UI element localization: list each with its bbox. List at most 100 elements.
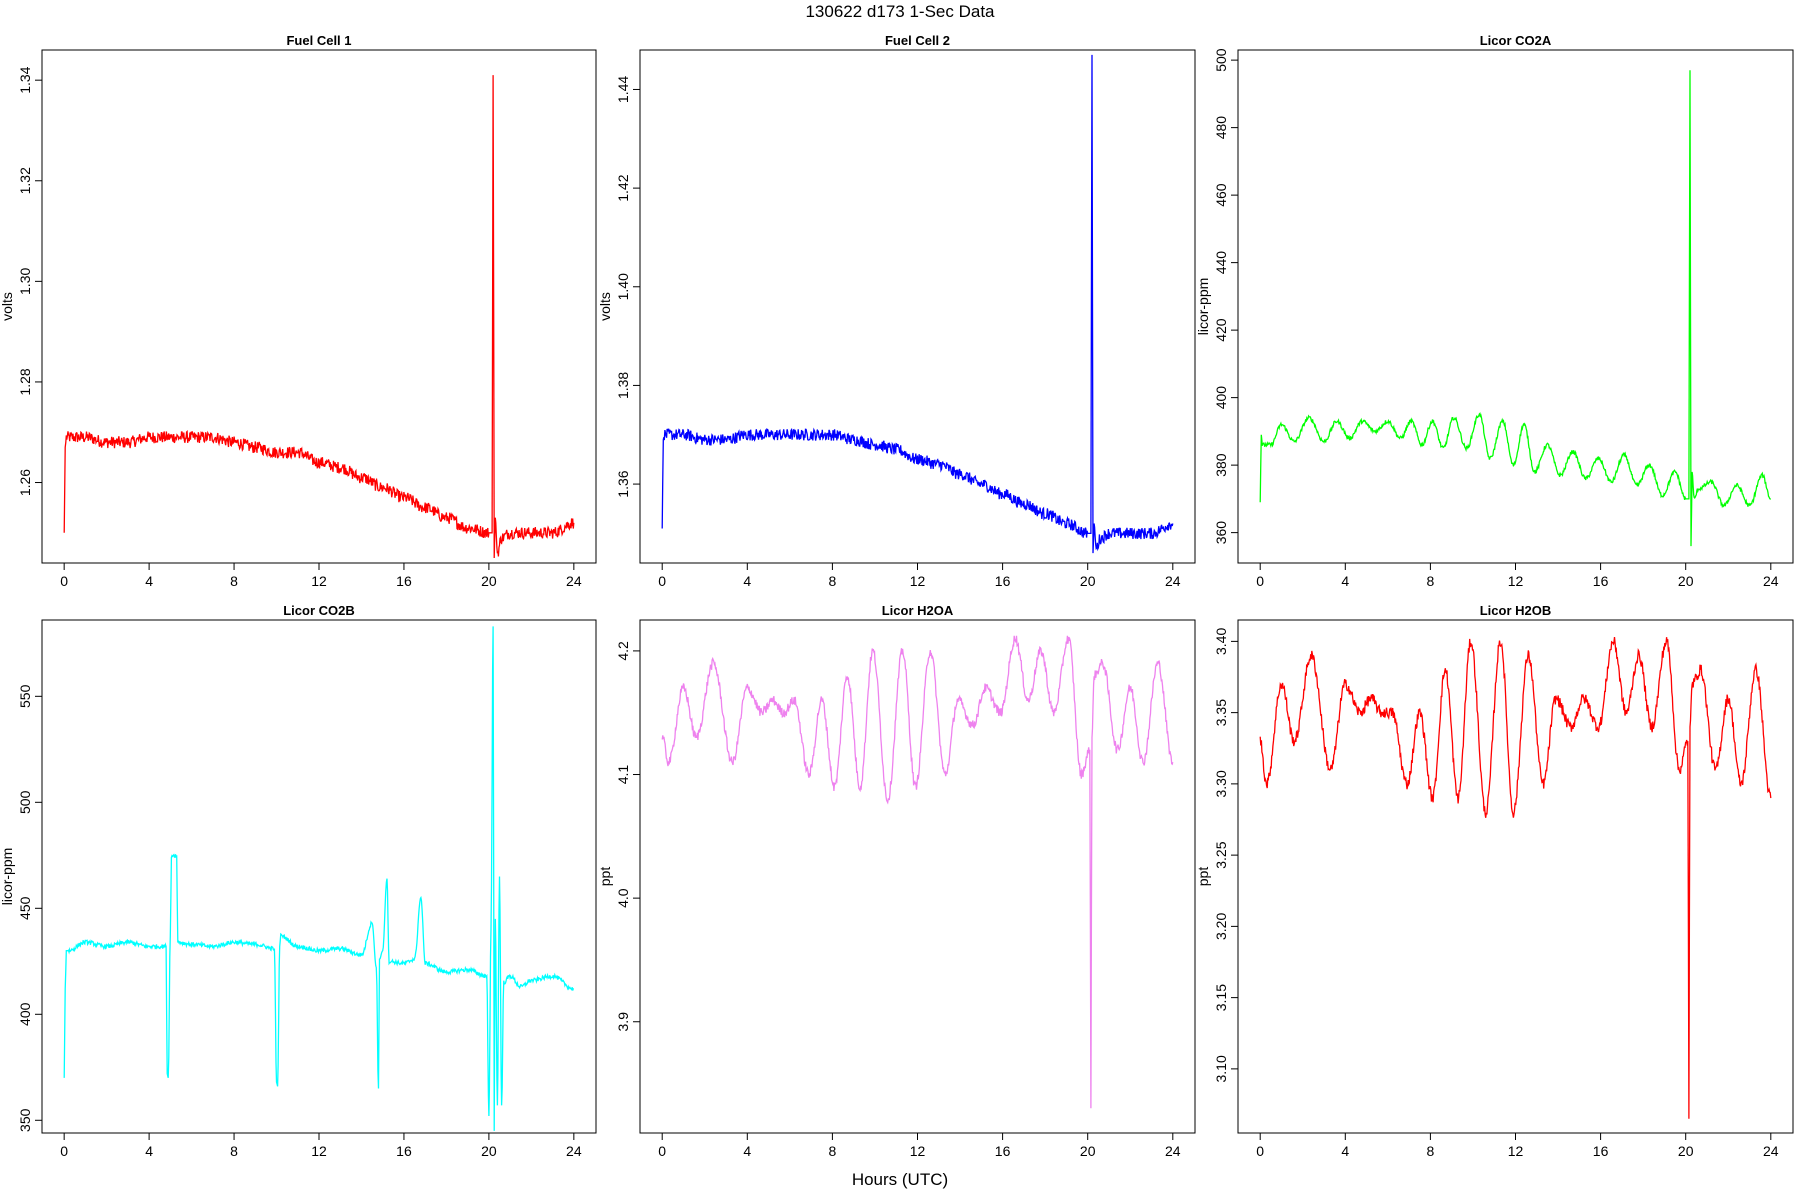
y-tick-label: 440 (1213, 251, 1229, 275)
x-tick-label: 24 (1165, 1143, 1181, 1159)
y-axis-label: ppt (597, 867, 613, 887)
y-tick-label: 400 (17, 1002, 33, 1026)
y-tick-label: 450 (17, 896, 33, 920)
x-tick-label: 16 (995, 1143, 1011, 1159)
plot-frame (1237, 619, 1794, 1134)
y-axis-label: ppt (1195, 867, 1211, 887)
series-line (1259, 637, 1772, 1119)
plot-frame (41, 619, 597, 1134)
common-x-axis-label: Hours (UTC) (851, 1170, 949, 1189)
y-tick-label: 3.35 (1213, 699, 1229, 726)
x-tick-label: 12 (910, 573, 926, 589)
y-tick-label: 400 (1213, 386, 1229, 410)
series-line (661, 635, 1174, 1109)
panel-title: Fuel Cell 2 (885, 33, 950, 48)
x-tick-label: 12 (910, 1143, 926, 1159)
series-line (661, 54, 1174, 554)
y-tick-label: 3.30 (1213, 770, 1229, 797)
series-line (63, 75, 575, 559)
y-tick-label: 500 (1213, 48, 1229, 72)
y-tick-label: 4.2 (615, 641, 631, 661)
panel-2: Fuel Cell 2 volts 0 4 8 12 16 20 24 1.36 1.38 1.40 1… (597, 33, 1196, 589)
y-tick-label: 1.34 (17, 66, 33, 93)
x-tick-label: 12 (1508, 1143, 1524, 1159)
x-tick-label: 4 (145, 1143, 153, 1159)
x-tick-label: 8 (230, 573, 238, 589)
y-tick-label: 1.42 (615, 174, 631, 201)
y-tick-label: 3.25 (1213, 841, 1229, 868)
y-tick-label: 3.20 (1213, 913, 1229, 940)
panel-5: Licor H2OA ppt 0 4 8 12 16 20 24 3.9 4.0 4.1 4.2 (597, 603, 1196, 1159)
y-axis-label: volts (0, 292, 15, 321)
x-tick-label: 16 (1593, 1143, 1609, 1159)
x-tick-label: 0 (60, 1143, 68, 1159)
y-tick-label: 1.28 (17, 368, 33, 395)
panel-title: Licor H2OA (882, 603, 954, 618)
panel-title: Licor CO2B (283, 603, 355, 618)
series-line (1259, 70, 1771, 547)
x-tick-label: 0 (658, 573, 666, 589)
y-tick-label: 420 (1213, 318, 1229, 342)
x-tick-label: 4 (1341, 573, 1349, 589)
x-tick-label: 12 (1508, 573, 1524, 589)
panel-4: Licor CO2B licor-ppm 0 4 8 12 16 20 24 350 400 450 5… (0, 603, 597, 1159)
y-tick-label: 1.38 (615, 372, 631, 399)
x-tick-label: 24 (566, 1143, 582, 1159)
y-tick-label: 500 (17, 790, 33, 814)
x-tick-label: 12 (311, 1143, 327, 1159)
y-tick-label: 550 (17, 684, 33, 708)
y-axis-label: volts (597, 292, 613, 321)
x-tick-label: 20 (1080, 1143, 1096, 1159)
x-tick-label: 20 (1080, 573, 1096, 589)
x-tick-label: 12 (311, 573, 327, 589)
panel-title: Licor CO2A (1480, 33, 1552, 48)
panel-3: Licor CO2A licor-ppm 0 4 8 12 16 20 24 360 380 400 4… (1195, 33, 1794, 589)
y-tick-label: 1.36 (615, 470, 631, 497)
y-tick-label: 3.15 (1213, 984, 1229, 1011)
y-tick-label: 3.9 (615, 1012, 631, 1032)
x-tick-label: 8 (829, 1143, 837, 1159)
y-tick-label: 3.40 (1213, 628, 1229, 655)
x-tick-label: 20 (1678, 573, 1694, 589)
x-tick-label: 8 (1427, 1143, 1435, 1159)
x-tick-label: 16 (995, 573, 1011, 589)
y-tick-label: 380 (1213, 453, 1229, 477)
panel-1: Fuel Cell 1 volts 0 4 8 12 16 20 24 1.26 1.28 1.30 1… (0, 33, 597, 589)
plot-frame (639, 619, 1196, 1134)
y-tick-label: 1.32 (17, 167, 33, 194)
x-tick-label: 4 (743, 1143, 751, 1159)
x-tick-label: 20 (481, 1143, 497, 1159)
x-tick-label: 24 (1763, 573, 1779, 589)
plot-frame (1237, 49, 1794, 564)
x-tick-label: 24 (566, 573, 582, 589)
y-tick-label: 480 (1213, 116, 1229, 140)
y-tick-label: 1.44 (615, 76, 631, 103)
y-tick-label: 460 (1213, 183, 1229, 207)
plot-frame (41, 49, 597, 564)
y-tick-label: 4.1 (615, 765, 631, 785)
y-axis-label: licor-ppm (0, 848, 15, 906)
x-tick-label: 0 (60, 573, 68, 589)
x-tick-label: 4 (145, 573, 153, 589)
y-tick-label: 4.0 (615, 888, 631, 908)
x-tick-label: 16 (396, 1143, 412, 1159)
x-tick-label: 0 (658, 1143, 666, 1159)
x-tick-label: 0 (1256, 573, 1264, 589)
y-tick-label: 3.10 (1213, 1055, 1229, 1082)
x-tick-label: 0 (1256, 1143, 1264, 1159)
y-tick-label: 360 (1213, 521, 1229, 545)
panel-title: Licor H2OB (1480, 603, 1552, 618)
x-tick-label: 8 (1427, 573, 1435, 589)
x-tick-label: 4 (743, 573, 751, 589)
x-tick-label: 8 (829, 573, 837, 589)
y-axis-label: licor-ppm (1195, 278, 1211, 336)
y-tick-label: 1.30 (17, 268, 33, 295)
x-tick-label: 20 (1678, 1143, 1694, 1159)
x-tick-label: 16 (1593, 573, 1609, 589)
y-tick-label: 1.26 (17, 469, 33, 496)
figure-title: 130622 d173 1-Sec Data (805, 2, 995, 21)
x-tick-label: 16 (396, 573, 412, 589)
x-tick-label: 24 (1165, 573, 1181, 589)
y-tick-label: 350 (17, 1108, 33, 1132)
